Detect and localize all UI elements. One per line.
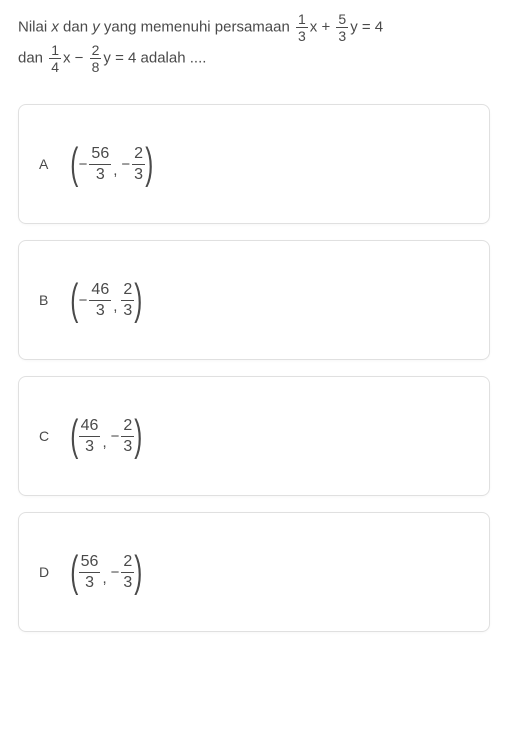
option-label: A	[39, 156, 71, 172]
option-label: D	[39, 564, 71, 580]
minus-sign: −	[111, 564, 120, 581]
eq1-var1: x	[310, 18, 318, 35]
fraction-2: 23	[121, 418, 134, 455]
minus-sign: −	[79, 156, 88, 173]
comma: ,	[102, 434, 106, 451]
comma: ,	[113, 298, 117, 315]
fraction-2: 23	[121, 554, 134, 591]
minus-sign: −	[121, 156, 130, 173]
q-line2-prefix: dan	[18, 49, 47, 66]
option-content: (563,−23)	[71, 554, 142, 591]
option-content: (−563,−23)	[71, 146, 153, 183]
q-suffix: adalah ....	[136, 49, 206, 66]
eq2-frac1: 14	[49, 43, 61, 74]
eq2-rhs: = 4	[115, 49, 136, 66]
option-b[interactable]: B(−463,23)	[18, 240, 490, 360]
question-text: Nilai x dan y yang memenuhi persamaan 13…	[18, 12, 490, 74]
options-container: A(−563,−23) B(−463,23) C(463,−23) D(563,−23…	[18, 104, 490, 632]
option-d[interactable]: D(563,−23)	[18, 512, 490, 632]
option-c[interactable]: C(463,−23)	[18, 376, 490, 496]
fraction-2: 23	[132, 146, 145, 183]
option-content: (463,−23)	[71, 418, 142, 455]
fraction-1: 563	[89, 146, 111, 183]
eq2-op1: −	[75, 49, 84, 66]
option-label: C	[39, 428, 71, 444]
q-mid1: dan	[59, 18, 92, 35]
fraction-1: 563	[79, 554, 101, 591]
eq1-frac2: 53	[336, 12, 348, 43]
q-mid2: yang memenuhi persamaan	[100, 18, 294, 35]
eq2-var1: x	[63, 49, 71, 66]
comma: ,	[113, 162, 117, 179]
eq2-var2: y	[103, 49, 111, 66]
q-var-y: y	[92, 18, 100, 35]
option-a[interactable]: A(−563,−23)	[18, 104, 490, 224]
option-label: B	[39, 292, 71, 308]
minus-sign: −	[111, 428, 120, 445]
eq1-frac1: 13	[296, 12, 308, 43]
fraction-1: 463	[89, 282, 111, 319]
fraction-1: 463	[79, 418, 101, 455]
eq1-rhs: = 4	[362, 18, 383, 35]
minus-sign: −	[79, 292, 88, 309]
option-content: (−463,23)	[71, 282, 142, 319]
q-var-x: x	[51, 18, 59, 35]
fraction-2: 23	[121, 282, 134, 319]
eq1-op1: +	[321, 18, 330, 35]
eq1-var2: y	[350, 18, 358, 35]
comma: ,	[102, 570, 106, 587]
eq2-frac2: 28	[90, 43, 102, 74]
q-prefix: Nilai	[18, 18, 51, 35]
